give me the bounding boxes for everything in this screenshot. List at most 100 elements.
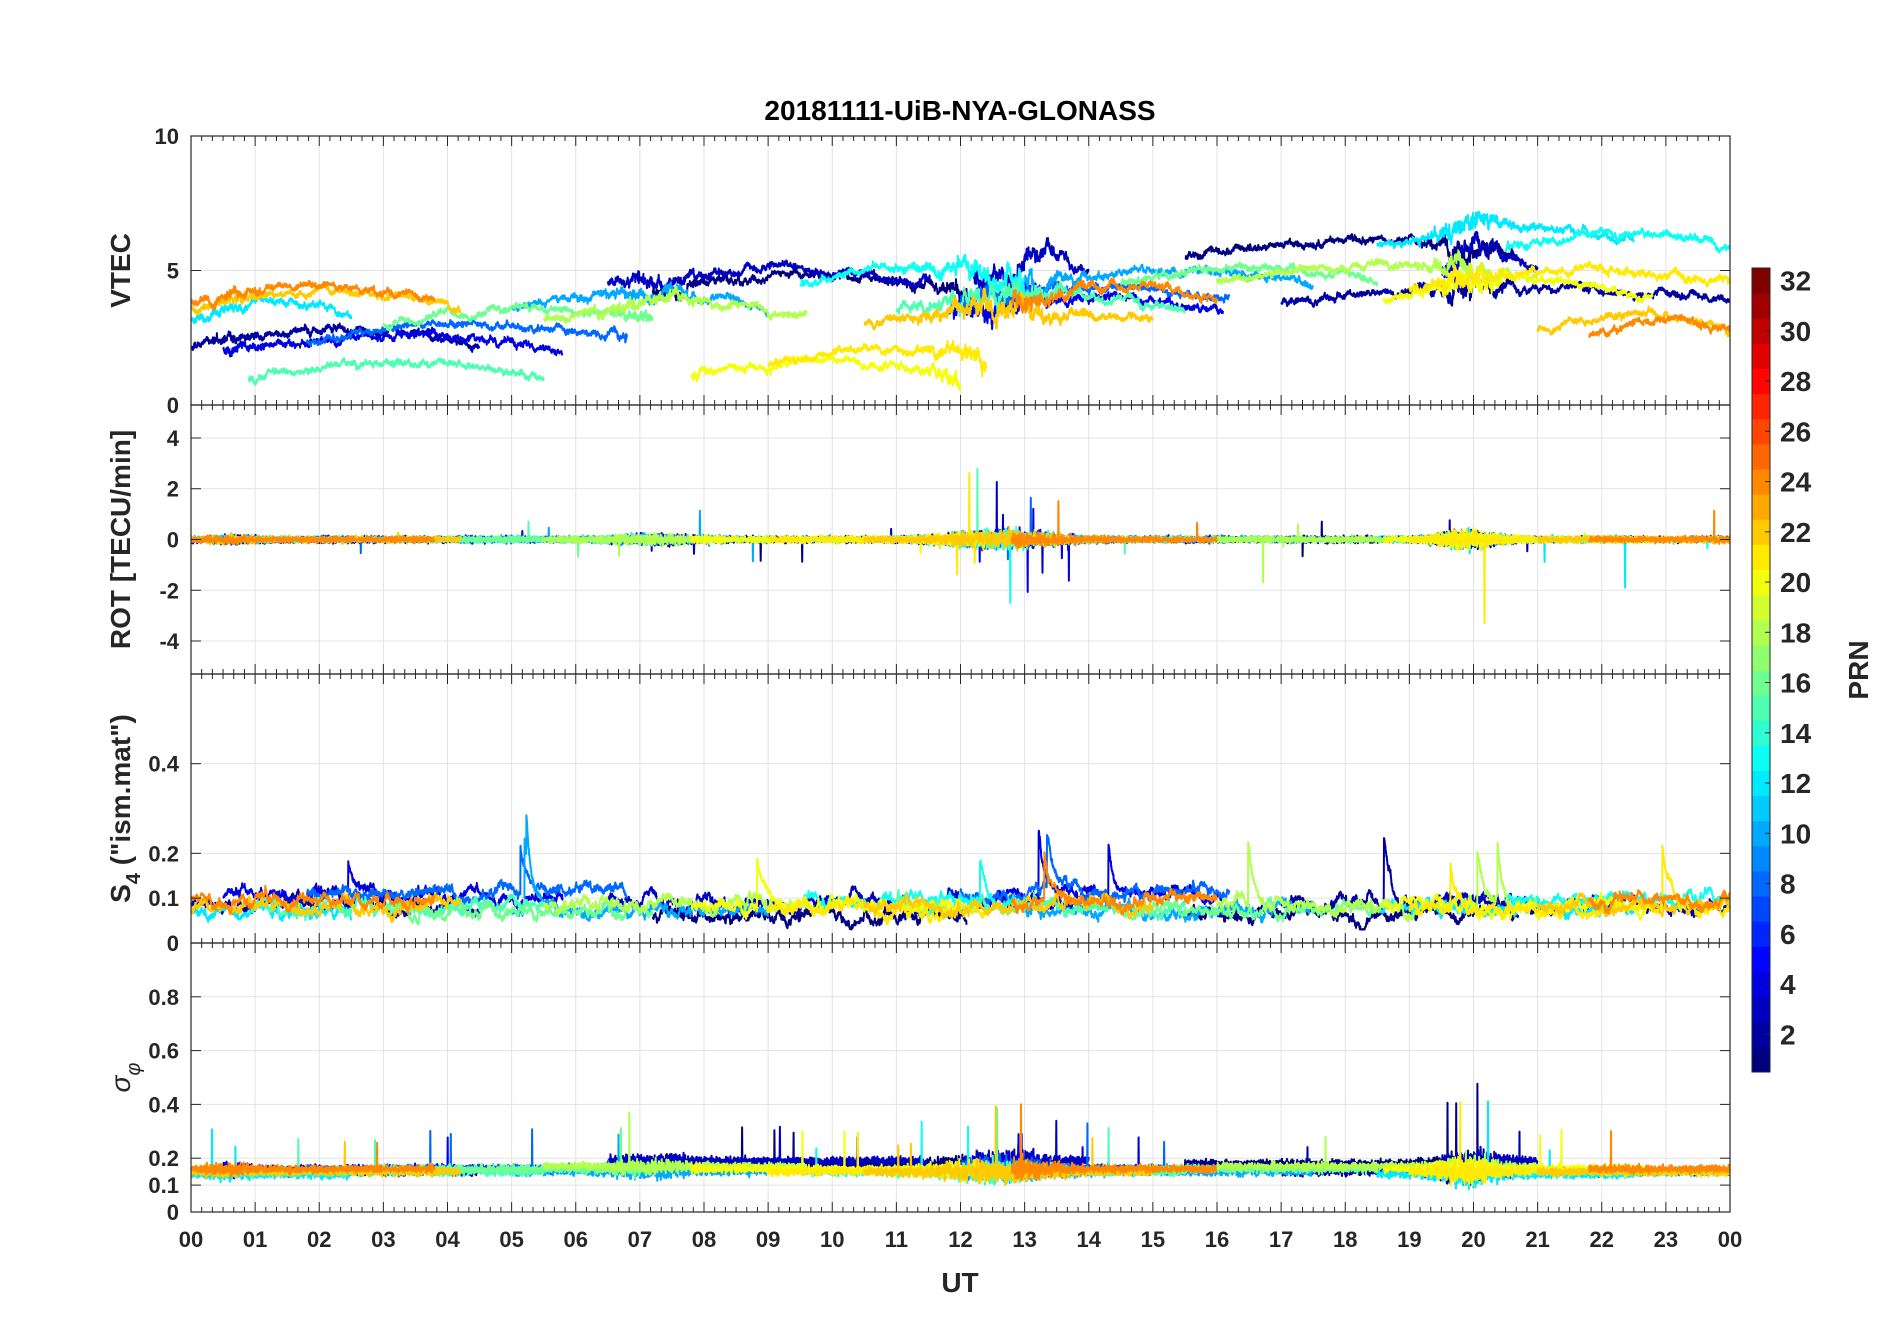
x-tick-label: 19 [1397, 1227, 1421, 1252]
series-line-prn-18 [542, 890, 808, 918]
colorbar-tick-label: 6 [1780, 919, 1796, 950]
series-line-prn-4 [946, 507, 1225, 593]
y-tick-label: 0.2 [148, 1146, 179, 1171]
x-tick-label: 21 [1525, 1227, 1549, 1252]
y-tick-label: 4 [167, 426, 180, 451]
colorbar-cell [1752, 318, 1770, 344]
colorbar-tick-label: 26 [1780, 416, 1811, 447]
colorbar-tick-label: 2 [1780, 1019, 1796, 1050]
x-tick-label: 06 [564, 1227, 588, 1252]
panel-rot-ylabel: ROT [TECU/min] [105, 430, 136, 649]
colorbar-tick-label: 24 [1780, 467, 1812, 498]
panel-rot-series [191, 467, 1730, 624]
colorbar-cell [1752, 1021, 1770, 1048]
y-tick-label: 5 [167, 259, 179, 284]
colorbar-cell [1752, 770, 1770, 797]
x-tick-label: 22 [1590, 1227, 1614, 1252]
series-line-prn-18 [542, 285, 808, 324]
series-line-prn-24 [1010, 500, 1218, 550]
colorbar-tick-label: 28 [1780, 366, 1811, 397]
colorbar-label: PRN [1843, 640, 1874, 699]
series-line-prn-2 [191, 322, 481, 353]
series-line-prn-1 [1184, 233, 1520, 269]
series-line-prn-21 [1408, 529, 1730, 624]
panel-s4-ticks: 0 0.1 0.2 0.4 [148, 674, 1731, 956]
colorbar-cell [1752, 569, 1770, 596]
series-line-prn-24 [1010, 851, 1218, 916]
panel-sigma-series [191, 1082, 1730, 1191]
x-tick-label: 18 [1333, 1227, 1357, 1252]
series-line-prn-24 [191, 1141, 436, 1178]
series-line-prn-24 [1588, 509, 1730, 545]
colorbar-cell [1752, 368, 1770, 395]
y-tick-label: 0 [167, 528, 179, 553]
series-line-prn-13 [1504, 226, 1730, 254]
colorbar-cell [1752, 795, 1770, 822]
series-line-prn-22 [863, 287, 1154, 331]
y-tick-label: 0 [167, 393, 179, 418]
x-tick-label: 12 [948, 1227, 972, 1252]
x-tick-label: 08 [692, 1227, 716, 1252]
colorbar-tick-label: 10 [1780, 818, 1811, 849]
x-tick-label: 02 [307, 1227, 331, 1252]
colorbar-cell [1752, 820, 1770, 847]
x-tick-label: 04 [435, 1227, 460, 1252]
series-line-prn-8 [305, 318, 628, 348]
colorbar-cell [1752, 619, 1770, 646]
y-tick-label: 0.4 [148, 1092, 179, 1117]
colorbar-tick-label: 30 [1780, 316, 1811, 347]
series-line-prn-10 [1023, 263, 1314, 302]
panel-vtec: 0 5 10 VTEC [105, 124, 1731, 418]
series-line-prn-13 [799, 253, 1026, 298]
panel-vtec-ticks: 0 5 10 [155, 124, 1731, 418]
y-tick-label: 0 [167, 1200, 179, 1225]
x-tick-label: 01 [243, 1227, 267, 1252]
series-line-prn-21 [1408, 261, 1730, 297]
series-line-prn-24 [191, 884, 436, 915]
y-tick-label: 0.1 [148, 1173, 179, 1198]
series-line-prn-24 [1587, 1130, 1730, 1176]
y-tick-label: 0.2 [148, 841, 179, 866]
ylabel-main: σ [105, 1074, 136, 1092]
series-line-prn-20 [1382, 268, 1654, 306]
y-tick-label: 2 [167, 477, 179, 502]
series-line-prn-18 [1216, 249, 1539, 286]
series-line-prn-8 [959, 496, 1231, 561]
colorbar-cell [1752, 946, 1770, 973]
series-line-prn-15 [247, 357, 545, 386]
y-tick-label: 0.1 [148, 886, 179, 911]
colorbar-cell [1752, 544, 1770, 571]
y-tick-label: 10 [155, 124, 179, 149]
colorbar-tick-label: 22 [1780, 517, 1811, 548]
series-line-prn-3 [606, 259, 930, 294]
x-tick-label: 17 [1269, 1227, 1293, 1252]
colorbar-tick-label: 32 [1780, 266, 1811, 297]
series-line-prn-15 [895, 280, 1186, 318]
panel-rot-ticks: -4 -2 0 2 4 [159, 405, 1731, 674]
colorbar-cell [1752, 845, 1770, 872]
colorbar-cell [1752, 343, 1770, 370]
colorbar-cell [1752, 871, 1770, 897]
colorbar-cell [1752, 921, 1770, 947]
series-line-prn-24 [1010, 277, 1218, 314]
series-line-prn-21 [767, 339, 987, 378]
colorbar-tick-label: 16 [1780, 668, 1811, 699]
x-tick-label: 23 [1654, 1227, 1678, 1252]
y-tick-label: 0.4 [148, 752, 179, 777]
series-line-prn-24 [1587, 889, 1730, 915]
x-tick-label: 16 [1205, 1227, 1229, 1252]
panel-vtec-ylabel: VTEC [105, 233, 136, 308]
x-tick-label: 14 [1077, 1227, 1102, 1252]
x-tick-label: 00 [1718, 1227, 1742, 1252]
x-tick-label: 00 [179, 1227, 203, 1252]
colorbar-cell [1752, 670, 1770, 696]
series-line-prn-16 [382, 895, 654, 926]
x-tick-label: 10 [820, 1227, 844, 1252]
y-tick-label: 0 [167, 931, 179, 956]
panel-vtec-series [191, 210, 1730, 391]
series-line-prn-3 [1440, 230, 1539, 279]
y-tick-label: -4 [159, 629, 179, 654]
colorbar-tick-label: 20 [1780, 567, 1811, 598]
